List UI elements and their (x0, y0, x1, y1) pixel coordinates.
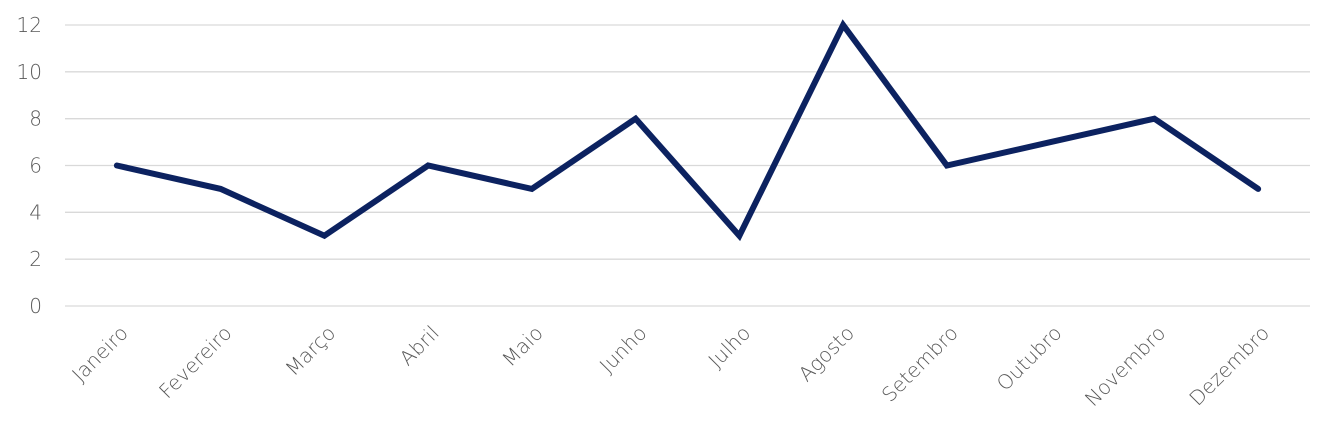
y-tick-label: 8 (29, 107, 42, 131)
y-tick-label: 0 (29, 294, 42, 318)
y-tick-label: 12 (17, 13, 42, 37)
y-tick-label: 6 (29, 154, 42, 178)
x-tick-label: Janeiro (67, 321, 133, 387)
x-tick-label: Novembro (1080, 321, 1170, 411)
x-tick-label: Agosto (794, 321, 859, 386)
x-tick-label: Julho (704, 321, 756, 373)
x-tick-label: Maio (497, 321, 547, 371)
x-tick-label: Junho (595, 321, 652, 378)
y-tick-label: 4 (29, 200, 42, 224)
x-tick-label: Março (280, 321, 340, 381)
x-tick-label: Outubro (992, 321, 1067, 396)
x-tick-label: Abril (395, 321, 444, 370)
x-tick-label: Fevereiro (154, 321, 236, 403)
y-tick-label: 10 (17, 60, 42, 84)
x-tick-label: Setembro (877, 321, 963, 407)
data-line (113, 19, 1262, 242)
x-tick-label: Dezembro (1184, 321, 1274, 411)
y-tick-label: 2 (29, 247, 42, 271)
